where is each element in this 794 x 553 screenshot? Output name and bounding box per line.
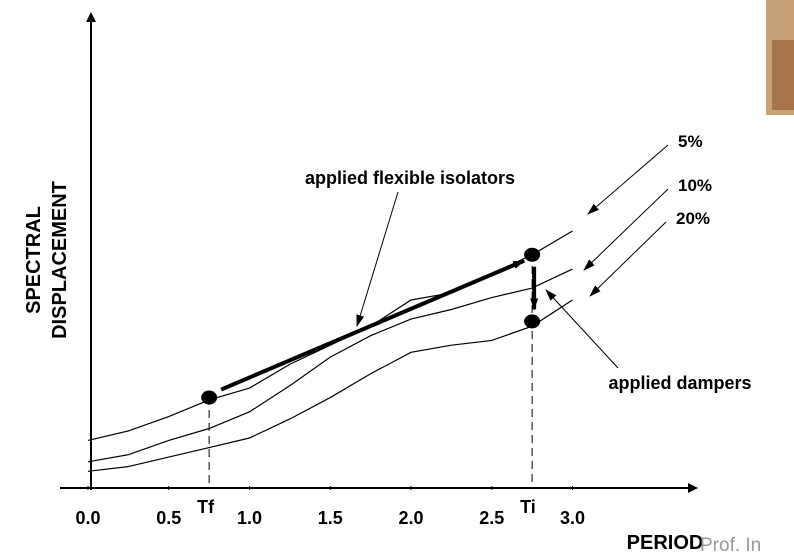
- x-tick-label: 1.0: [237, 508, 262, 528]
- series-line: [87, 268, 573, 463]
- series-line: [87, 299, 573, 472]
- point: [524, 314, 541, 329]
- legend-pointer: [587, 144, 669, 215]
- x-tick-label: 0.5: [156, 508, 181, 528]
- marker-label: Tf: [197, 497, 215, 517]
- x-tick-label: 3.0: [560, 508, 585, 528]
- legend-pointer: [589, 221, 667, 297]
- legend-pointer: [583, 188, 669, 271]
- annotation: applied dampers: [608, 373, 751, 393]
- photo-detail: [772, 40, 794, 110]
- y-label: SPECTRAL: [23, 206, 45, 314]
- x-tick-label: 1.5: [318, 508, 343, 528]
- point: [524, 247, 541, 262]
- x-tick-label: 2.0: [398, 508, 423, 528]
- annotation-pointer: [545, 289, 619, 369]
- x-tick-label: 0.0: [75, 508, 100, 528]
- point: [201, 390, 218, 405]
- isolator-arrow: [220, 258, 526, 392]
- annotation: applied flexible isolators: [305, 168, 515, 188]
- footer: Prof. In: [700, 535, 761, 553]
- x-label: PERIOD: [627, 532, 704, 553]
- series-line: [87, 230, 573, 441]
- legend-label: 5%: [678, 132, 703, 151]
- legend-label: 10%: [678, 176, 712, 195]
- x-tick-label: 2.5: [479, 508, 504, 528]
- marker-label: Ti: [520, 497, 536, 517]
- y-label: DISPLACEMENT: [49, 181, 71, 339]
- annotation-pointer: [356, 191, 399, 327]
- legend-label: 20%: [676, 209, 710, 228]
